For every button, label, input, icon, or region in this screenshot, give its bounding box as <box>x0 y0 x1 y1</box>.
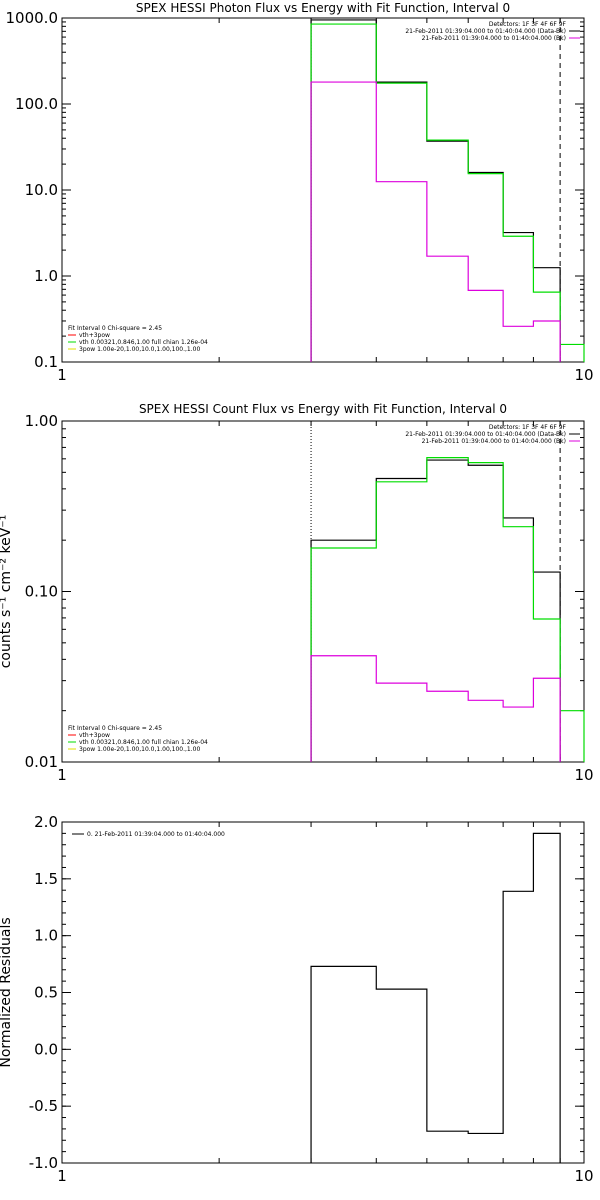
series-0-step-line <box>310 459 561 762</box>
chart-photon: SPEX HESSI Photon Flux vs Energy with Fi… <box>6 1 594 384</box>
y-tick-label: 1000.0 <box>6 9 59 27</box>
y-tick-label: -0.5 <box>29 1097 58 1115</box>
annotation-line: 21-Feb-2011 01:39:04.000 to 01:40:04.000… <box>405 28 566 35</box>
series-0. 21-Feb-2011 01:39:04.000 to 01:40:04.000-step-line <box>310 832 561 1163</box>
y-tick-label: 0.0 <box>34 1040 58 1058</box>
y-tick-label: 0.10 <box>25 583 58 601</box>
series-2-step-line <box>310 655 561 762</box>
chart-count: SPEX HESSI Count Flux vs Energy with Fit… <box>0 402 594 784</box>
series-0-step-line <box>310 19 561 362</box>
legend-label: 3pow 1.00e-20,1.00,10.0,1.00,100.,1.00 <box>79 746 200 753</box>
x-tick-label: 10 <box>574 366 593 384</box>
annotation-line: 21-Feb-2011 01:39:04.000 to 01:40:04.000… <box>422 35 566 42</box>
y-tick-label: 1.5 <box>34 870 58 888</box>
y-tick-label: 0.5 <box>34 984 58 1002</box>
y-axis-label: counts s⁻¹ cm⁻² keV⁻¹ <box>0 515 14 669</box>
y-tick-label: 1.0 <box>34 927 58 945</box>
annotation-line: 21-Feb-2011 01:39:04.000 to 01:40:04.000… <box>422 438 566 445</box>
legend-label: vth+3pow <box>79 732 110 739</box>
y-tick-label: 0.1 <box>34 353 58 371</box>
legend-header: Fit Interval 0 Chi-square = 2.45 <box>68 725 162 732</box>
x-tick-label: 10 <box>574 766 593 784</box>
y-tick-label: 10.0 <box>25 181 58 199</box>
plot-frame <box>61 821 585 1164</box>
x-tick-label: 1 <box>57 766 67 784</box>
x-tick-label: 1 <box>57 1167 67 1185</box>
series-2-step-line <box>310 81 561 362</box>
annotation-line: Detectors: 1F 3F 4F 6F 9F <box>489 424 567 431</box>
chart-resid: -1.0 -0.5 0.0 0.5 1.0 1.5 2.0 1 10 Normalized Res… <box>0 813 594 1185</box>
annotation-line: 21-Feb-2011 01:39:04.000 to 01:40:04.000… <box>405 431 566 438</box>
y-tick-label: 0.01 <box>25 753 58 771</box>
legend-label: 0. 21-Feb-2011 01:39:04.000 to 01:40:04.… <box>87 831 225 838</box>
annotation-line: Detectors: 1F 3F 4F 6F 9F <box>489 21 567 28</box>
series-vth-step-line <box>310 23 585 362</box>
y-tick-label: 100.0 <box>15 95 58 113</box>
plot-frame <box>61 420 585 763</box>
chart-title: SPEX HESSI Photon Flux vs Energy with Fi… <box>136 1 510 15</box>
y-tick-label: 1.00 <box>25 412 58 430</box>
legend-label: vth 0.00321,0.846,1.00 full chian 1.26e-… <box>79 739 208 746</box>
plot-frame <box>61 17 585 363</box>
y-axis-label: Normalized Residuals <box>0 917 14 1067</box>
legend-label: vth 0.00321,0.846,1.00 full chian 1.26e-… <box>79 339 208 346</box>
x-tick-label: 10 <box>574 1167 593 1185</box>
legend-label: 3pow 1.00e-20,1.00,10.0,1.00,100.,1.00 <box>79 346 200 353</box>
legend-label: vth+3pow <box>79 332 110 339</box>
y-tick-label: 2.0 <box>34 813 58 831</box>
x-tick-label: 1 <box>57 366 67 384</box>
legend-header: Fit Interval 0 Chi-square = 2.45 <box>68 325 162 332</box>
y-tick-label: 1.0 <box>34 267 58 285</box>
series-vth-step-line <box>310 457 585 762</box>
chart-title: SPEX HESSI Count Flux vs Energy with Fit… <box>139 402 507 416</box>
y-tick-label: -1.0 <box>29 1154 58 1172</box>
